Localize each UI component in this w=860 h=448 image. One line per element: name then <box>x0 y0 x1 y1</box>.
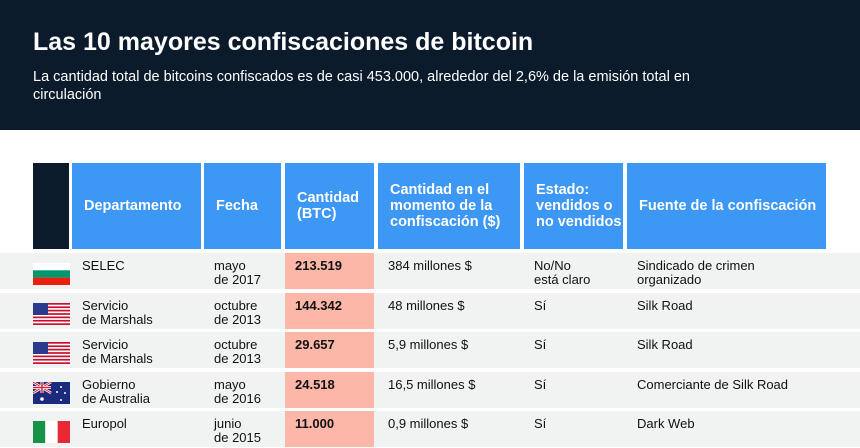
cell-usd: 16,5 millones $ <box>388 377 476 392</box>
cell-usd: 5,9 millones $ <box>388 337 469 352</box>
cell-usd: 0,9 millones $ <box>388 416 469 431</box>
cell-date: octubre de 2013 <box>214 298 261 327</box>
header: Las 10 mayores confiscaciones de bitcoin… <box>0 0 860 130</box>
column-header: Estado: vendidos o no vendidos <box>524 163 623 249</box>
usa-flag-icon <box>33 342 70 364</box>
cell-btc: 24.518 <box>285 372 374 408</box>
cell-dept: SELEC <box>82 258 125 273</box>
cell-source: Silk Road <box>637 337 693 352</box>
cell-status: Sí <box>534 298 547 313</box>
cell-date: octubre de 2013 <box>214 337 261 366</box>
bulgaria-flag-icon <box>33 263 70 285</box>
cell-dept: Servicio de Marshals <box>82 337 153 366</box>
cell-usd: 48 millones $ <box>388 298 465 313</box>
cell-btc: 29.657 <box>285 332 374 368</box>
column-header: Fuente de la confiscación <box>627 163 826 249</box>
cell-status: Sí <box>534 377 547 392</box>
cell-usd: 384 millones $ <box>388 258 472 273</box>
table-row: Servicio de Marshals octubre de 2013 144.3… <box>0 293 860 329</box>
flag-column-header <box>33 163 69 249</box>
column-header: Cantidad en el momento de la confiscació… <box>378 163 520 249</box>
cell-source: Dark Web <box>637 416 695 431</box>
cell-dept: Servicio de Marshals <box>82 298 153 327</box>
column-header: Cantidad (BTC) <box>285 163 374 249</box>
cell-btc: 11.000 <box>285 411 374 447</box>
column-header: Departamento <box>72 163 201 249</box>
table-row: Europol junio de 2015 11.000 0,9 millones $… <box>0 411 860 447</box>
cell-status: Sí <box>534 337 547 352</box>
cell-dept: Gobierno de Australia <box>82 377 150 406</box>
cell-dept: Europol <box>82 416 127 431</box>
table-row: SELEC mayo de 2017 213.519 384 millones $ No… <box>0 253 860 289</box>
page-title: Las 10 mayores confiscaciones de bitcoin <box>33 28 534 56</box>
cell-date: mayo de 2016 <box>214 377 261 406</box>
italy-flag-icon <box>33 421 70 443</box>
usa-flag-icon <box>33 303 70 325</box>
cell-btc: 144.342 <box>285 293 374 329</box>
cell-date: junio de 2015 <box>214 416 261 445</box>
cell-date: mayo de 2017 <box>214 258 261 287</box>
table-row: Servicio de Marshals octubre de 2013 29.65… <box>0 332 860 368</box>
cell-btc: 213.519 <box>285 253 374 289</box>
cell-source: Silk Road <box>637 298 693 313</box>
column-header: Fecha <box>204 163 281 249</box>
cell-status: Sí <box>534 416 547 431</box>
table-row: Gobierno de Australia mayo de 2016 24.518 1… <box>0 372 860 408</box>
cell-source: Sindicado de crimen organizado <box>637 258 755 287</box>
cell-source: Comerciante de Silk Road <box>637 377 789 392</box>
cell-status: No/No está claro <box>534 258 591 287</box>
page-subtitle: La cantidad total de bitcoins confiscado… <box>33 69 690 103</box>
australia-flag-icon <box>32 380 70 404</box>
